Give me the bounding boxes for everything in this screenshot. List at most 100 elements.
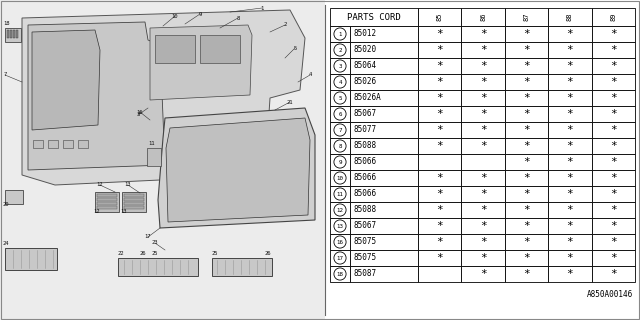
Text: 88: 88 bbox=[567, 13, 573, 21]
Text: *: * bbox=[436, 93, 443, 103]
Text: 25: 25 bbox=[212, 251, 218, 256]
Bar bbox=[418, 106, 461, 122]
Bar bbox=[330, 90, 350, 106]
Text: *: * bbox=[480, 93, 486, 103]
Bar bbox=[200, 35, 240, 63]
Bar bbox=[330, 170, 350, 186]
Text: 24: 24 bbox=[3, 241, 10, 246]
Bar bbox=[548, 26, 591, 42]
Text: *: * bbox=[610, 125, 617, 135]
Text: *: * bbox=[523, 173, 530, 183]
Bar bbox=[330, 58, 350, 74]
Text: *: * bbox=[523, 109, 530, 119]
Text: 17: 17 bbox=[145, 235, 151, 239]
Text: *: * bbox=[523, 221, 530, 231]
Text: 85026A: 85026A bbox=[354, 93, 381, 102]
Bar bbox=[548, 186, 591, 202]
Bar bbox=[418, 218, 461, 234]
Text: 1: 1 bbox=[339, 31, 342, 36]
Bar bbox=[350, 250, 418, 266]
Text: *: * bbox=[566, 61, 573, 71]
Bar bbox=[591, 74, 635, 90]
Circle shape bbox=[334, 60, 346, 72]
Bar bbox=[350, 74, 418, 90]
Bar bbox=[124, 202, 144, 205]
Bar bbox=[350, 42, 418, 58]
Text: *: * bbox=[480, 61, 486, 71]
Text: 85088: 85088 bbox=[354, 205, 377, 214]
Text: *: * bbox=[480, 45, 486, 55]
Bar bbox=[350, 218, 418, 234]
Bar bbox=[350, 154, 418, 170]
Text: *: * bbox=[566, 109, 573, 119]
Text: 13: 13 bbox=[120, 209, 127, 214]
Text: 85088: 85088 bbox=[354, 141, 377, 150]
Bar bbox=[548, 8, 591, 26]
Bar bbox=[591, 202, 635, 218]
Text: 16: 16 bbox=[137, 109, 143, 115]
Text: PARTS CORD: PARTS CORD bbox=[347, 12, 401, 21]
Bar bbox=[591, 218, 635, 234]
Text: 85066: 85066 bbox=[354, 157, 377, 166]
Bar bbox=[548, 266, 591, 282]
Bar bbox=[461, 90, 505, 106]
Text: *: * bbox=[523, 77, 530, 87]
Text: 2: 2 bbox=[339, 47, 342, 52]
Bar bbox=[418, 234, 461, 250]
Bar bbox=[418, 186, 461, 202]
Text: *: * bbox=[566, 269, 573, 279]
Text: *: * bbox=[566, 253, 573, 263]
Text: *: * bbox=[566, 29, 573, 39]
Bar bbox=[350, 138, 418, 154]
Text: *: * bbox=[480, 221, 486, 231]
Bar bbox=[5, 190, 23, 204]
Bar bbox=[97, 198, 117, 201]
Bar bbox=[97, 206, 117, 209]
Text: 8: 8 bbox=[339, 143, 342, 148]
Text: 87: 87 bbox=[524, 13, 529, 21]
Bar bbox=[461, 42, 505, 58]
Bar bbox=[418, 154, 461, 170]
Text: 85064: 85064 bbox=[354, 61, 377, 70]
Bar bbox=[505, 170, 548, 186]
Bar bbox=[505, 8, 548, 26]
Bar bbox=[461, 106, 505, 122]
Circle shape bbox=[334, 140, 346, 152]
Bar bbox=[505, 26, 548, 42]
Bar bbox=[350, 106, 418, 122]
Bar bbox=[418, 8, 461, 26]
Bar bbox=[5, 248, 57, 270]
Text: *: * bbox=[566, 77, 573, 87]
Bar bbox=[505, 106, 548, 122]
Bar bbox=[548, 74, 591, 90]
Text: 18: 18 bbox=[3, 21, 10, 26]
Bar bbox=[461, 202, 505, 218]
Circle shape bbox=[334, 156, 346, 168]
Text: *: * bbox=[436, 45, 443, 55]
Text: 20: 20 bbox=[3, 202, 10, 207]
Bar bbox=[350, 186, 418, 202]
Bar bbox=[330, 42, 350, 58]
Text: 25: 25 bbox=[152, 251, 159, 256]
Bar bbox=[118, 258, 198, 276]
Bar bbox=[330, 106, 350, 122]
Text: *: * bbox=[523, 141, 530, 151]
Bar bbox=[350, 58, 418, 74]
Bar bbox=[461, 234, 505, 250]
Text: *: * bbox=[523, 125, 530, 135]
Text: *: * bbox=[523, 205, 530, 215]
Text: 18: 18 bbox=[337, 271, 344, 276]
Text: *: * bbox=[610, 45, 617, 55]
Text: 16: 16 bbox=[337, 239, 344, 244]
Bar bbox=[461, 154, 505, 170]
Text: A850A00146: A850A00146 bbox=[587, 290, 633, 299]
Bar bbox=[461, 266, 505, 282]
Circle shape bbox=[334, 172, 346, 184]
Bar bbox=[330, 26, 350, 42]
Bar bbox=[461, 218, 505, 234]
Text: *: * bbox=[610, 237, 617, 247]
Text: *: * bbox=[610, 61, 617, 71]
Text: *: * bbox=[610, 157, 617, 167]
Text: *: * bbox=[566, 205, 573, 215]
Polygon shape bbox=[22, 10, 305, 185]
